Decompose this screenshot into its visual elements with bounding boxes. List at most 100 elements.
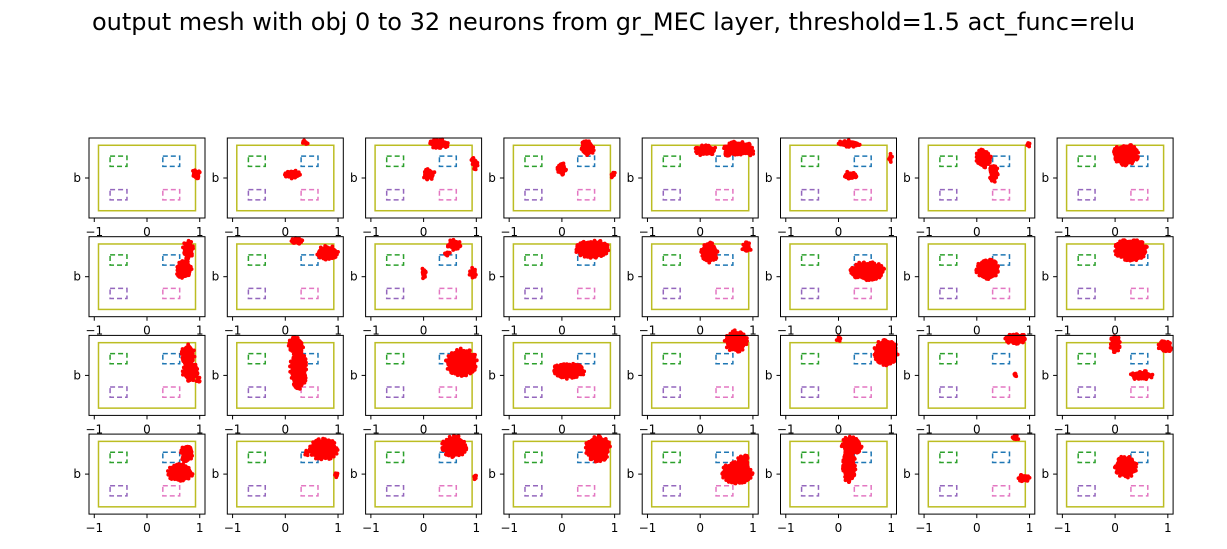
activation-point — [447, 434, 452, 439]
x-tick-label: −1 — [85, 225, 103, 239]
activation-point — [323, 248, 328, 253]
x-tick-label: −1 — [362, 324, 380, 338]
x-tick-label: 0 — [1111, 225, 1119, 239]
activation-point — [976, 161, 981, 165]
activation-point — [293, 373, 298, 377]
activation-point — [335, 473, 339, 478]
activation-point — [849, 475, 854, 479]
environment-boundary — [789, 341, 888, 409]
activation-point — [1007, 332, 1012, 337]
activation-point — [177, 478, 182, 483]
x-tick-label: 0 — [143, 324, 151, 338]
activation-point — [194, 379, 199, 384]
activation-point — [195, 174, 200, 179]
x-tick-label: 0 — [281, 422, 289, 436]
x-tick-label: 1 — [473, 422, 481, 436]
activation-point — [995, 172, 1000, 177]
activation-point — [734, 151, 739, 156]
x-tick-label: −1 — [1054, 225, 1072, 239]
activation-point — [1120, 468, 1125, 473]
activation-point — [995, 264, 1000, 269]
activation-point — [1020, 340, 1025, 345]
x-tick-label: 1 — [196, 324, 204, 338]
y-tick-label: b — [73, 368, 81, 382]
activation-point — [470, 271, 475, 276]
activation-point — [471, 355, 475, 359]
activation-point — [847, 141, 851, 146]
activation-point — [187, 471, 191, 476]
activation-point — [976, 269, 981, 274]
activation-point — [448, 238, 453, 243]
activation-point — [555, 370, 560, 375]
obstacle-bottom-left — [662, 386, 681, 398]
activation-point — [988, 264, 992, 269]
activation-point — [290, 347, 294, 352]
activation-point — [451, 454, 456, 458]
activation-point — [987, 154, 992, 159]
obstacle-bottom-left — [662, 484, 681, 497]
y-tick-label: b — [1041, 171, 1049, 185]
activation-point — [841, 460, 846, 464]
activation-point — [461, 348, 466, 353]
activation-point — [1132, 248, 1137, 253]
activation-point — [1129, 474, 1134, 478]
activation-point — [884, 359, 889, 364]
activation-point — [309, 444, 314, 449]
activation-point — [874, 266, 878, 270]
activation-point — [282, 172, 287, 177]
activation-point — [846, 451, 850, 455]
activation-point — [1124, 471, 1128, 476]
activation-point — [851, 455, 855, 460]
subplot-neuron-23: b −1 0 1 — [1041, 334, 1174, 436]
x-tick-label: −1 — [777, 324, 795, 338]
activation-point — [712, 244, 716, 249]
activation-point — [864, 277, 869, 282]
activation-point — [309, 453, 314, 457]
activation-point — [1156, 342, 1161, 347]
activation-point — [737, 473, 742, 477]
activation-point — [1129, 150, 1134, 155]
subplot-neuron-5: b −1 0 1 — [765, 137, 897, 239]
obstacle-bottom-left — [109, 188, 128, 201]
activation-point — [299, 377, 304, 382]
obstacle-top-left — [800, 155, 820, 168]
activation-point — [428, 172, 432, 177]
activation-point — [185, 455, 190, 460]
obstacle-bottom-left — [385, 484, 405, 497]
subplot-neuron-8: b −1 0 1 — [73, 236, 206, 338]
y-tick-label: b — [488, 171, 496, 185]
activation-point — [1113, 348, 1118, 352]
activation-point — [842, 440, 847, 445]
obstacle-bottom-left — [524, 484, 543, 497]
x-tick-label: 1 — [611, 225, 619, 239]
activation-point — [694, 145, 699, 150]
figure-title: output mesh with obj 0 to 32 neurons fro… — [91, 8, 1136, 36]
subplot-neuron-16: b −1 0 1 — [73, 334, 206, 436]
activation-point — [293, 175, 297, 180]
y-tick-label: b — [488, 467, 496, 481]
activation-point — [323, 437, 327, 442]
activation-point — [420, 266, 425, 271]
activation-point — [180, 349, 185, 354]
activation-point — [596, 450, 601, 455]
activation-point — [175, 471, 180, 476]
x-tick-label: −1 — [224, 422, 242, 436]
activation-point — [844, 175, 849, 180]
activation-point — [854, 143, 859, 148]
x-tick-label: 0 — [696, 422, 704, 436]
activation-point — [886, 356, 891, 361]
activation-point — [328, 448, 333, 453]
activation-point — [1126, 148, 1131, 153]
activation-point — [186, 267, 191, 271]
activation-point — [1135, 238, 1139, 243]
obstacle-top-right — [162, 451, 181, 464]
activation-point — [708, 258, 713, 262]
activation-point — [177, 462, 181, 466]
activation-point — [444, 452, 449, 457]
obstacle-top-left — [939, 352, 958, 365]
activation-point — [184, 242, 189, 246]
activation-point — [1121, 144, 1126, 148]
activation-point — [448, 450, 452, 454]
activation-point — [704, 248, 709, 252]
obstacle-top-left — [662, 352, 681, 365]
